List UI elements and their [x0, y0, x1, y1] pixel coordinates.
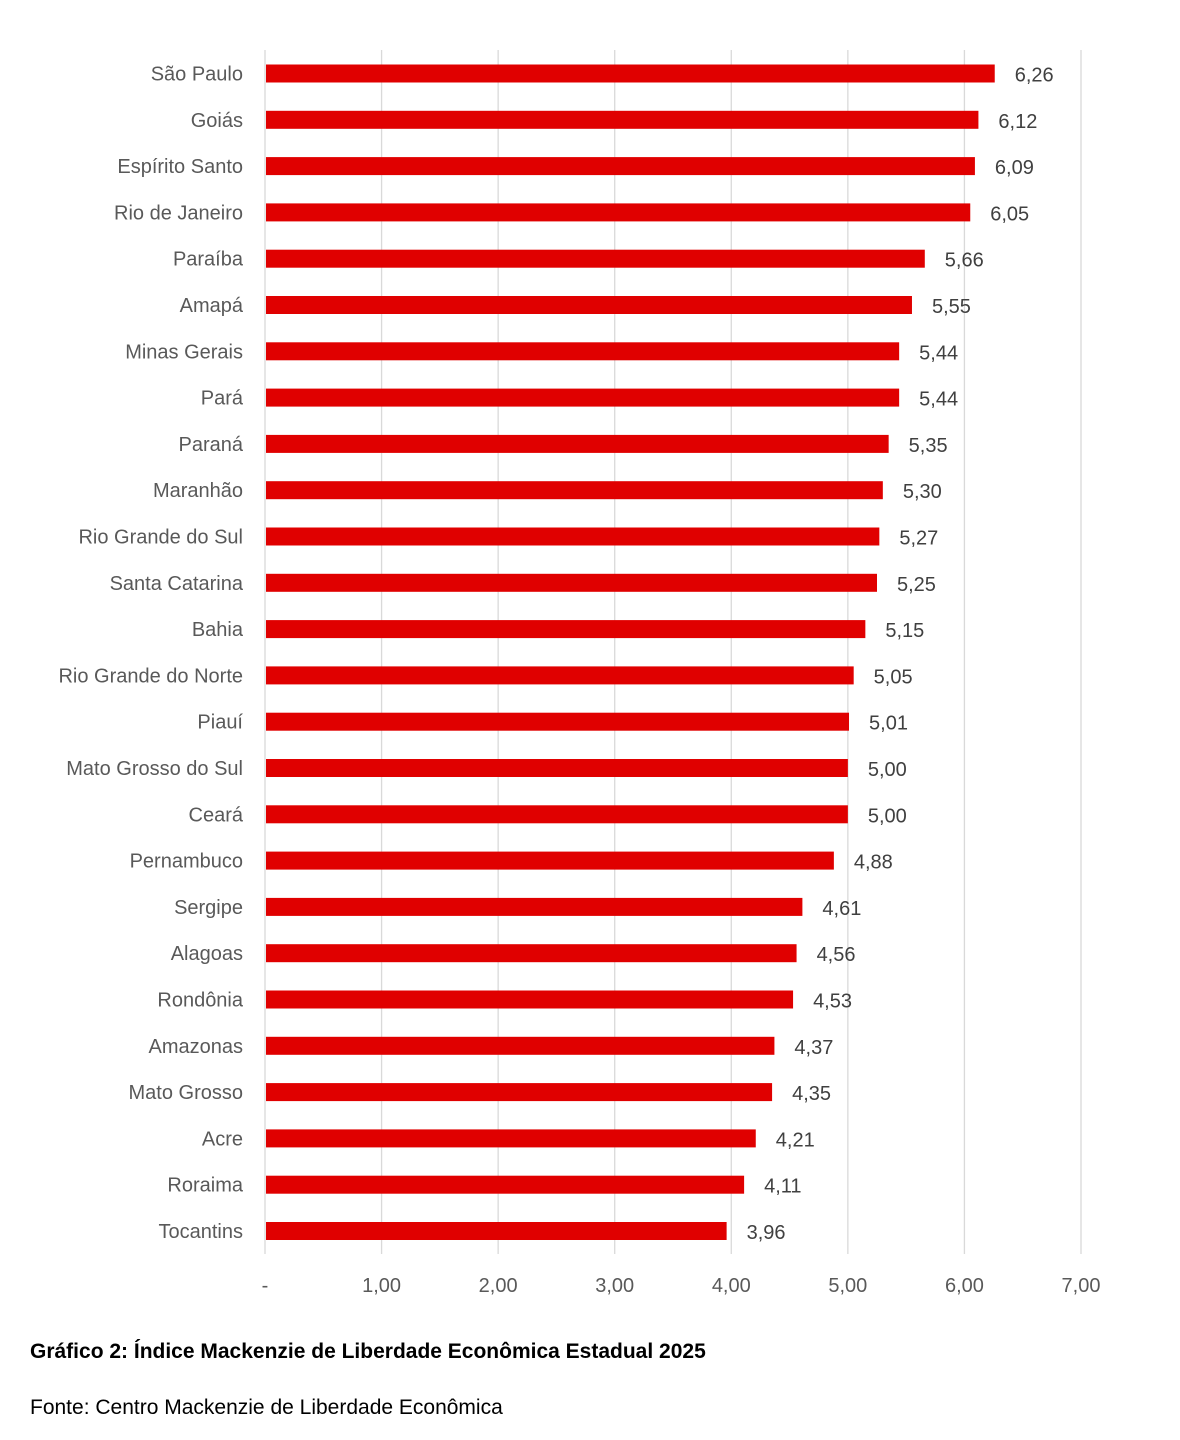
category-label: Piauí: [197, 712, 243, 734]
category-label: Paraíba: [173, 249, 244, 271]
category-label: Alagoas: [171, 943, 243, 965]
value-label: 4,37: [794, 1037, 833, 1059]
bar: [266, 759, 848, 777]
value-label: 5,00: [868, 759, 907, 781]
chart-caption: Gráfico 2: Índice Mackenzie de Liberdade…: [30, 1340, 706, 1363]
bar: [266, 527, 880, 546]
category-label: Amapá: [180, 295, 244, 317]
x-tick-label: -: [262, 1275, 269, 1297]
bar: [266, 712, 850, 731]
category-label: Rondônia: [157, 990, 244, 1012]
bar: [266, 573, 877, 592]
bar: [266, 620, 866, 639]
x-tick-label: 1,00: [362, 1275, 401, 1297]
bar: [266, 481, 883, 500]
bar: [266, 851, 834, 870]
bar: [266, 157, 975, 176]
x-tick-label: 4,00: [712, 1275, 751, 1297]
bar: [266, 805, 848, 824]
value-label: 6,26: [1015, 65, 1054, 87]
chart-source: Fonte: Centro Mackenzie de Liberdade Eco…: [30, 1396, 503, 1419]
value-label: 4,56: [817, 944, 856, 966]
bar: [266, 296, 912, 314]
category-label: Espírito Santo: [117, 156, 243, 178]
value-label: 4,61: [822, 898, 861, 920]
bar: [266, 990, 794, 1009]
bar: [266, 897, 803, 916]
x-tick-label: 6,00: [945, 1275, 984, 1297]
category-label: São Paulo: [151, 64, 243, 86]
value-label: 5,01: [869, 713, 908, 735]
category-label: Tocantins: [159, 1221, 244, 1243]
bar: [266, 434, 889, 453]
value-label: 5,00: [868, 805, 907, 827]
bar: [266, 1129, 756, 1148]
bar: [266, 342, 900, 361]
category-label: Rio Grande do Norte: [58, 665, 243, 687]
bar: [266, 666, 854, 685]
value-label: 5,25: [897, 574, 936, 596]
category-label: Rio de Janeiro: [114, 202, 243, 224]
category-label: Maranhão: [153, 480, 243, 502]
category-label: Santa Catarina: [110, 573, 244, 595]
bar: [266, 203, 971, 222]
category-label: Pará: [201, 388, 244, 410]
value-label: 6,09: [995, 157, 1034, 179]
value-label: 5,15: [885, 620, 924, 642]
value-label: 5,05: [874, 666, 913, 688]
category-label: Mato Grosso do Sul: [66, 758, 243, 780]
bar: [266, 1222, 727, 1240]
bar: [266, 110, 979, 129]
value-label: 5,35: [909, 435, 948, 457]
x-tick-label: 7,00: [1062, 1275, 1101, 1297]
x-tick-label: 2,00: [479, 1275, 518, 1297]
category-label: Minas Gerais: [125, 341, 243, 363]
value-label: 5,66: [945, 250, 984, 272]
bar: [266, 944, 797, 963]
bar: [266, 249, 925, 268]
bar: [266, 1083, 773, 1102]
category-label: Acre: [202, 1128, 243, 1150]
value-label: 5,27: [899, 528, 938, 550]
bar: [266, 388, 900, 407]
x-tick-label: 3,00: [595, 1275, 634, 1297]
category-label: Ceará: [189, 804, 244, 826]
category-label: Paraná: [179, 434, 244, 456]
value-label: 4,21: [776, 1129, 815, 1151]
bar: [266, 1175, 745, 1194]
category-label: Amazonas: [149, 1036, 244, 1058]
category-label: Mato Grosso: [129, 1082, 243, 1104]
x-tick-label: 5,00: [828, 1275, 867, 1297]
value-label: 5,30: [903, 481, 942, 503]
category-label: Goiás: [191, 110, 243, 132]
value-label: 5,44: [919, 389, 958, 411]
category-label: Pernambuco: [130, 851, 243, 873]
value-label: 4,88: [854, 852, 893, 874]
value-label: 4,35: [792, 1083, 831, 1105]
value-label: 6,05: [990, 203, 1029, 225]
category-label: Sergipe: [174, 897, 243, 919]
bar: [266, 64, 995, 83]
value-label: 4,53: [813, 991, 852, 1013]
value-label: 5,44: [919, 342, 958, 364]
value-label: 4,11: [764, 1176, 801, 1198]
category-label: Rio Grande do Sul: [78, 527, 243, 549]
bar-chart: - 1,00 2,00 3,00 4,00 5,00 6,00 7,00 São Paulo 6,…: [58, 50, 1101, 1297]
value-label: 5,55: [932, 296, 971, 318]
bar: [266, 1036, 775, 1055]
value-label: 3,96: [747, 1222, 786, 1244]
category-label: Roraima: [167, 1175, 243, 1197]
value-label: 6,12: [998, 111, 1037, 133]
category-label: Bahia: [192, 619, 244, 641]
